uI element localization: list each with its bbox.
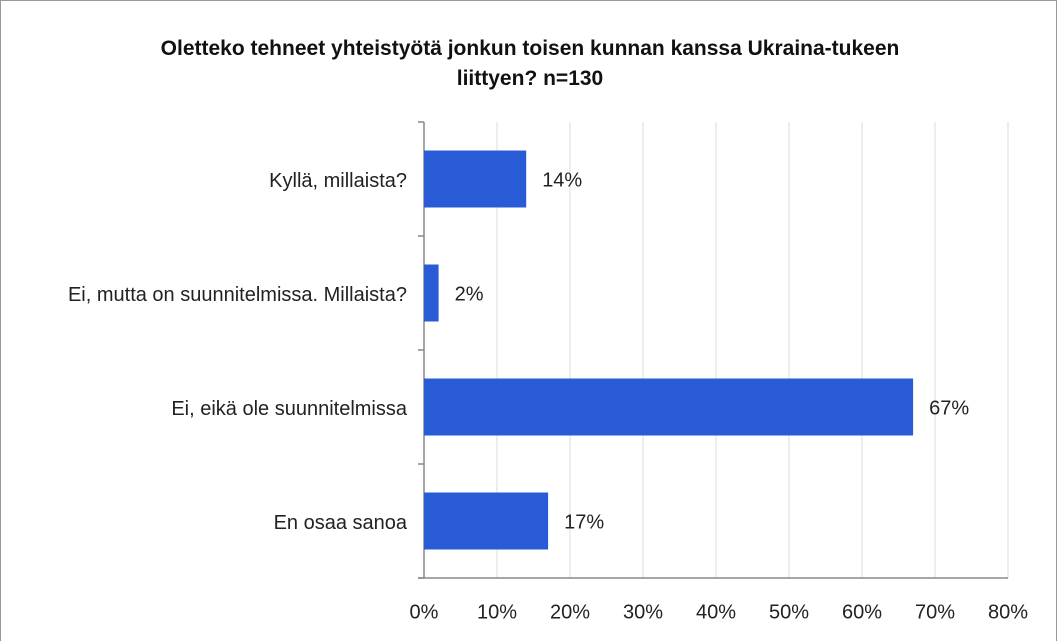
value-label: 14% xyxy=(542,169,582,191)
value-label: 17% xyxy=(564,511,604,533)
y-tick-label: Kyllä, millaista? xyxy=(269,170,407,192)
x-tick-label: 0% xyxy=(410,601,439,623)
x-tick-label: 80% xyxy=(988,601,1028,623)
x-tick-label: 40% xyxy=(696,601,736,623)
y-tick-label: Ei, eikä ole suunnitelmissa xyxy=(171,398,407,420)
y-tick-label: En osaa sanoa xyxy=(273,512,407,534)
value-label: 67% xyxy=(929,397,969,419)
x-tick-label: 30% xyxy=(623,601,663,623)
bar xyxy=(424,150,527,208)
x-tick-label: 70% xyxy=(915,601,955,623)
bar xyxy=(424,378,914,436)
x-tick-label: 10% xyxy=(477,601,517,623)
bar xyxy=(424,492,549,550)
x-tick-label: 50% xyxy=(769,601,809,623)
value-label: 2% xyxy=(455,283,484,305)
y-tick-label: Ei, mutta on suunnitelmissa. Millaista? xyxy=(67,284,407,306)
x-tick-label: 20% xyxy=(550,601,590,623)
chart-title: Oletteko tehneet yhteistyötä jonkun tois… xyxy=(160,37,900,90)
bar xyxy=(424,264,439,322)
x-tick-label: 60% xyxy=(842,601,882,623)
